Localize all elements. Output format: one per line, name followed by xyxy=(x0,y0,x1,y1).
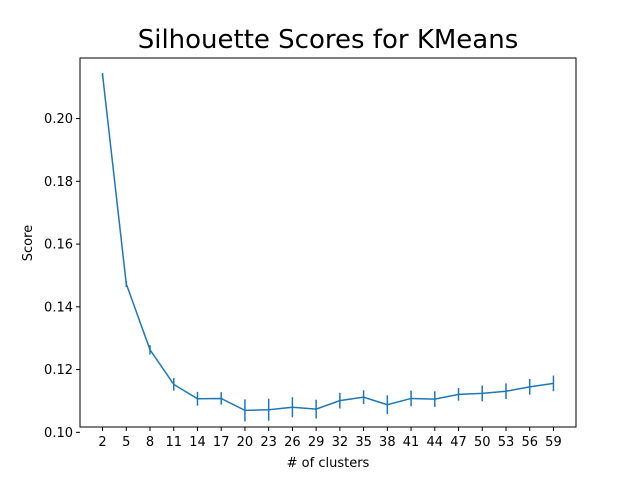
x-tick-label: 11 xyxy=(165,435,182,450)
y-tick-label: 0.14 xyxy=(44,300,73,315)
x-tick-label: 50 xyxy=(474,435,491,450)
chart-title: Silhouette Scores for KMeans xyxy=(138,25,519,55)
series-line xyxy=(101,74,554,412)
x-tick-label: 35 xyxy=(355,435,372,450)
y-tick-label: 0.10 xyxy=(44,426,73,441)
x-tick-label: 2 xyxy=(98,435,106,450)
x-tick-label: 17 xyxy=(213,435,230,450)
x-tick-label: 29 xyxy=(308,435,325,450)
x-tick-label: 41 xyxy=(403,435,420,450)
x-tick-label: 38 xyxy=(379,435,396,450)
x-tick-label: 59 xyxy=(545,435,562,450)
x-tick-label: 53 xyxy=(498,435,515,450)
plot-area xyxy=(80,58,576,427)
x-tick-label: 56 xyxy=(521,435,538,450)
x-tick-label: 20 xyxy=(237,435,254,450)
x-tick-label: 32 xyxy=(332,435,349,450)
x-axis-ticks: 2 5 8 11 14 17 20 23 26 29 32 35 38 41 44 47 50 53 56 59 xyxy=(98,427,562,450)
plot-frame xyxy=(79,57,577,428)
y-tick-label: 0.20 xyxy=(44,112,73,127)
x-tick-label: 26 xyxy=(284,435,301,450)
x-tick-label: 47 xyxy=(450,435,467,450)
y-axis-ticks: 0.10 0.12 0.14 0.16 0.18 0.20 xyxy=(44,112,80,441)
x-tick-label: 14 xyxy=(189,435,206,450)
plot-background xyxy=(80,58,576,427)
x-axis-label: # of clusters xyxy=(287,456,370,471)
y-axis-label: Score xyxy=(21,225,36,261)
x-tick-label: 5 xyxy=(122,435,130,450)
x-tick-label: 44 xyxy=(427,435,444,450)
y-tick-label: 0.12 xyxy=(44,363,73,378)
x-tick-label: 8 xyxy=(146,435,154,450)
x-tick-label: 23 xyxy=(260,435,277,450)
y-tick-label: 0.16 xyxy=(44,238,73,253)
y-tick-label: 0.18 xyxy=(44,175,73,190)
